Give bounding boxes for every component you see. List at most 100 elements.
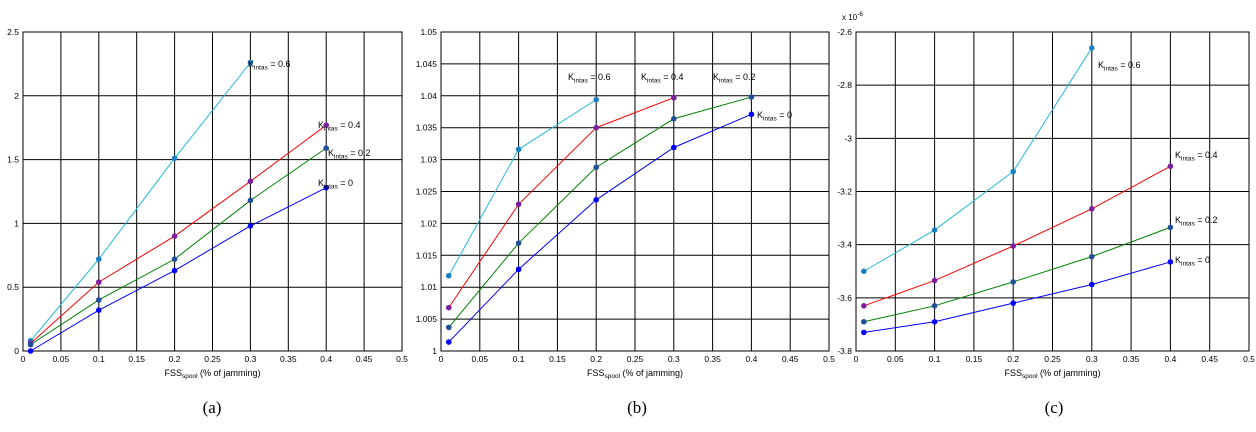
- data-point: [593, 196, 599, 203]
- data-point: [593, 124, 599, 131]
- data-point: [861, 318, 867, 325]
- y-tick-label: 0.5: [7, 282, 19, 292]
- y-tick-label: -2.6: [837, 27, 852, 37]
- y-tick-label: 2.5: [7, 27, 19, 37]
- y-tick-label: 0: [14, 346, 19, 356]
- data-point: [593, 164, 599, 171]
- data-point: [445, 304, 452, 311]
- data-point: [1167, 163, 1174, 170]
- data-point: [1167, 259, 1174, 265]
- panel-caption: (c): [1045, 398, 1064, 417]
- x-tick-label: 0.25: [204, 354, 221, 364]
- plot-frame: [22, 31, 403, 352]
- x-tick-label: 0.05: [887, 354, 904, 364]
- chart-panel-3: 0 0.05 0.1 0.15 0.2 0.25 0.3 0.35 0.4 0.45 0.5 -3.8…: [837, 11, 1255, 417]
- series-label: Kintas = 0.4: [641, 72, 684, 85]
- chart-panel-2: 0 0.05 0.1 0.15 0.2 0.25 0.3 0.35 0.4 0.45 0.5 1 1.0…: [416, 27, 835, 417]
- data-point: [247, 178, 254, 185]
- series-line: [448, 99, 597, 276]
- data-point: [931, 318, 938, 325]
- series-line: [863, 261, 1171, 333]
- x-tick-label: 0.3: [244, 354, 256, 364]
- series-label: Kintas = 0.6: [1098, 60, 1141, 73]
- x-axis-label: FSSspool (% of jamming): [1004, 368, 1100, 380]
- data-point: [445, 272, 452, 279]
- y-axis-multiplier: x 10-6: [842, 11, 863, 22]
- data-point: [515, 201, 522, 208]
- data-point: [1167, 224, 1174, 231]
- data-point: [27, 341, 34, 348]
- data-point: [323, 184, 330, 191]
- data-point: [1089, 45, 1095, 51]
- data-point: [1089, 253, 1095, 260]
- x-tick-label: 0.3: [1086, 354, 1098, 364]
- x-tick-label: 0.3: [668, 354, 680, 364]
- series-line: [30, 187, 327, 352]
- y-tick-label: -3: [844, 133, 852, 143]
- series-line: [863, 226, 1171, 323]
- x-tick-label: 0.5: [1243, 354, 1255, 364]
- y-tick-label: -3.6: [837, 293, 852, 303]
- x-tick-label: 0.45: [1201, 354, 1218, 364]
- series-label: Kintas = 0.4: [318, 120, 361, 133]
- data-point: [171, 233, 178, 239]
- y-tick-label: -3.2: [837, 187, 852, 197]
- y-tick-label: 1.025: [416, 187, 438, 197]
- x-tick-label: 0.5: [823, 354, 835, 364]
- series-label: Kintas = 0.4: [1175, 150, 1218, 163]
- series-label: Kintas = 0.2: [328, 148, 371, 161]
- x-tick-label: 0.1: [93, 354, 105, 364]
- data-point: [445, 339, 452, 345]
- x-tick-label: 0.35: [1123, 354, 1140, 364]
- x-axis-label: FSSspool (% of jamming): [164, 368, 260, 380]
- series-line: [30, 124, 327, 344]
- x-tick-label: 0.2: [169, 354, 181, 364]
- x-tick-label: 0.25: [1044, 354, 1061, 364]
- series-0: Kintas = 0: [27, 178, 353, 354]
- y-tick-label: 1.04: [420, 91, 437, 101]
- data-point: [931, 277, 938, 284]
- series-label: Kintas = 0: [1175, 255, 1210, 268]
- series-0-2: Kintas = 0.2: [445, 72, 756, 331]
- data-point: [748, 94, 755, 100]
- data-point: [931, 303, 938, 309]
- data-point: [247, 59, 254, 66]
- data-point: [861, 268, 867, 275]
- x-tick-label: 0.35: [280, 354, 297, 364]
- x-tick-label: 0.1: [929, 354, 941, 364]
- data-point: [671, 115, 677, 122]
- data-point: [1010, 243, 1016, 249]
- x-tick-label: 0.05: [53, 354, 70, 364]
- y-tick-label: 1.5: [7, 155, 19, 165]
- y-tick-label: -3.8: [837, 346, 852, 356]
- y-tick-label: 1.01: [420, 282, 437, 292]
- plot-frame: [440, 31, 830, 352]
- x-tick-label: 0.2: [590, 354, 602, 364]
- series-0-2: Kintas = 0.2: [27, 145, 371, 348]
- data-point: [671, 94, 677, 101]
- data-point: [96, 297, 102, 303]
- data-point: [96, 279, 102, 285]
- data-point: [323, 122, 330, 128]
- x-tick-label: 0.4: [1164, 354, 1176, 364]
- data-point: [1089, 205, 1095, 212]
- chart-panel-1: 0 0.05 0.1 0.15 0.2 0.25 0.3 0.35 0.4 0.45 0.5 0 0.5…: [7, 27, 408, 417]
- series-0-6: Kintas = 0.6: [861, 45, 1141, 275]
- data-point: [515, 146, 522, 153]
- x-tick-label: 0.25: [627, 354, 644, 364]
- x-tick-label: 0.2: [1007, 354, 1019, 364]
- y-tick-label: 1.005: [416, 314, 438, 324]
- data-point: [247, 223, 254, 229]
- x-tick-label: 0.05: [472, 354, 489, 364]
- data-point: [1010, 168, 1016, 175]
- x-axis-label: FSSspool (% of jamming): [587, 368, 683, 380]
- series-line: [863, 165, 1171, 307]
- series-0-4: Kintas = 0.4: [27, 120, 361, 347]
- series-0: Kintas = 0: [861, 255, 1210, 336]
- series-line: [448, 113, 752, 343]
- x-tick-label: 0: [854, 354, 859, 364]
- data-point: [1089, 281, 1095, 288]
- x-tick-label: 0.5: [396, 354, 408, 364]
- data-point: [671, 144, 677, 151]
- y-tick-label: 1.03: [420, 155, 437, 165]
